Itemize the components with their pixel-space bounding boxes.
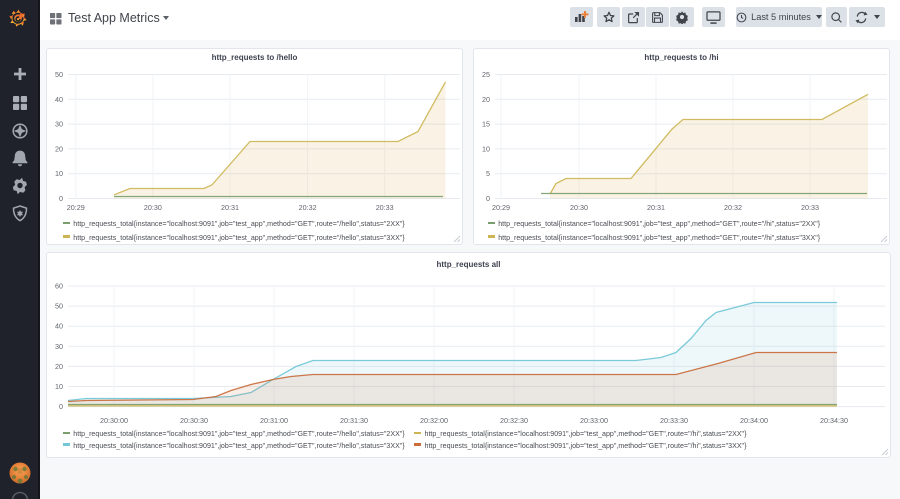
svg-text:50: 50: [55, 302, 63, 311]
svg-text:20:32:00: 20:32:00: [420, 416, 448, 425]
svg-text:50: 50: [55, 70, 63, 79]
svg-text:20: 20: [55, 362, 63, 371]
svg-text:0: 0: [59, 194, 63, 203]
svg-text:20:32:30: 20:32:30: [500, 416, 528, 425]
svg-text:20:34:30: 20:34:30: [820, 416, 848, 425]
svg-text:20: 20: [482, 95, 490, 104]
svg-text:10: 10: [55, 169, 63, 178]
svg-text:20:34:00: 20:34:00: [740, 416, 768, 425]
svg-text:15: 15: [482, 120, 490, 129]
svg-text:20:31:00: 20:31:00: [260, 416, 288, 425]
svg-text:20:33:00: 20:33:00: [580, 416, 608, 425]
svg-text:5: 5: [486, 169, 490, 178]
svg-text:40: 40: [55, 95, 63, 104]
svg-text:25: 25: [482, 70, 490, 79]
svg-text:20:31:30: 20:31:30: [340, 416, 368, 425]
svg-text:40: 40: [55, 322, 63, 331]
svg-text:20: 20: [55, 144, 63, 153]
svg-text:0: 0: [59, 402, 63, 411]
svg-text:20:30: 20:30: [570, 203, 588, 212]
svg-text:20:33: 20:33: [376, 203, 394, 212]
svg-text:30: 30: [55, 120, 63, 129]
svg-text:60: 60: [55, 282, 63, 291]
svg-text:20:29: 20:29: [492, 203, 510, 212]
svg-text:20:30: 20:30: [144, 203, 162, 212]
svg-text:20:30:30: 20:30:30: [180, 416, 208, 425]
svg-text:20:31: 20:31: [221, 203, 239, 212]
svg-text:30: 30: [55, 342, 63, 351]
svg-text:20:31: 20:31: [647, 203, 665, 212]
svg-text:20:32: 20:32: [724, 203, 742, 212]
svg-text:20:33:30: 20:33:30: [660, 416, 688, 425]
svg-text:20:30:00: 20:30:00: [100, 416, 128, 425]
svg-text:20:32: 20:32: [299, 203, 317, 212]
svg-text:10: 10: [482, 144, 490, 153]
svg-text:10: 10: [55, 382, 63, 391]
svg-text:20:33: 20:33: [801, 203, 819, 212]
svg-text:0: 0: [486, 194, 490, 203]
svg-text:20:29: 20:29: [67, 203, 85, 212]
